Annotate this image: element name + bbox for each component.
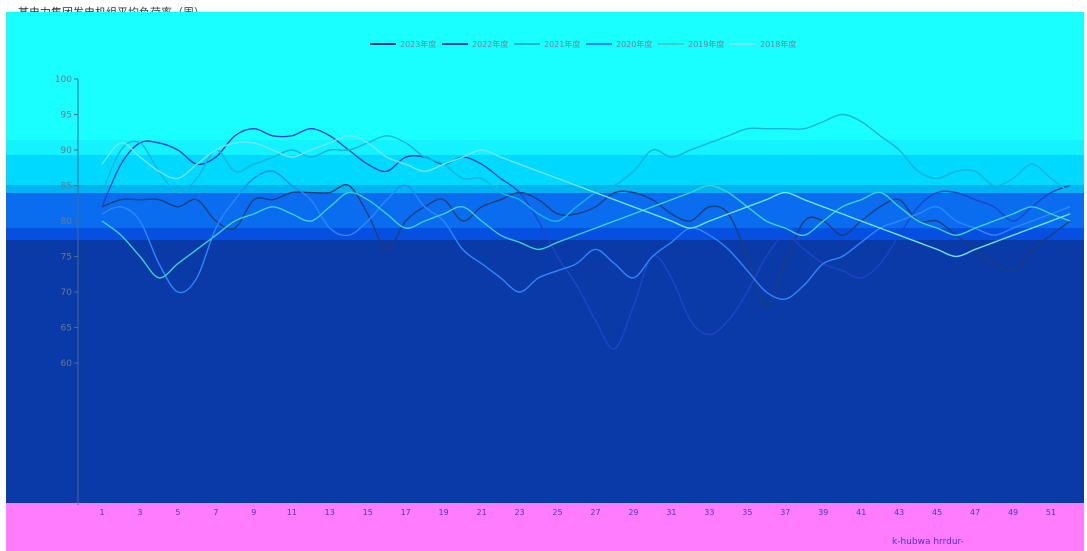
series-line xyxy=(101,170,1071,301)
x-tick-label: 25 xyxy=(552,508,562,517)
legend-label: 2021年度 xyxy=(544,39,580,49)
y-tick-label: 75 xyxy=(61,253,72,263)
background-band xyxy=(6,240,1084,503)
x-tick-label: 41 xyxy=(856,508,866,517)
x-tick-label: 1 xyxy=(99,508,104,517)
legend-label: 2023年度 xyxy=(400,39,436,49)
x-tick-label: 23 xyxy=(514,508,524,517)
x-tick-label: 47 xyxy=(970,508,980,517)
y-tick-label: 80 xyxy=(61,217,73,227)
x-tick-label: 39 xyxy=(818,508,828,517)
x-tick-label: 37 xyxy=(780,508,790,517)
series-line xyxy=(101,184,1071,307)
legend: 2023年度 2022年度 2021年度 2020年度 2019年度 2018年度 xyxy=(370,39,796,49)
legend-label: 2022年度 xyxy=(472,39,508,49)
y-axis: 60 65 70 75 80 85 90 95 100 xyxy=(55,75,79,505)
background-band xyxy=(6,185,1084,193)
series-lines xyxy=(101,113,1071,350)
series-line xyxy=(101,135,1071,258)
background-band xyxy=(6,155,1084,185)
x-axis: 1 3 5 7 9 11 13 15 17 19 21 23 25 27 29 31 33 35 37 39 41 43 4… xyxy=(99,508,1056,517)
y-tick-label: 95 xyxy=(61,111,72,121)
x-tick-label: 15 xyxy=(363,508,373,517)
series-line xyxy=(101,113,1071,222)
x-tick-label: 7 xyxy=(213,508,218,517)
x-tick-label: 11 xyxy=(287,508,297,517)
background-band xyxy=(6,140,1084,155)
y-tick-label: 60 xyxy=(61,359,73,369)
x-tick-label: 45 xyxy=(932,508,942,517)
x-tick-label: 13 xyxy=(325,508,335,517)
legend-label: 2018年度 xyxy=(760,39,796,49)
x-tick-label: 33 xyxy=(704,508,714,517)
x-tick-label: 49 xyxy=(1008,508,1018,517)
y-tick-label: 100 xyxy=(55,75,72,85)
y-tick-label: 65 xyxy=(61,324,72,334)
x-tick-label: 51 xyxy=(1046,508,1056,517)
series-line xyxy=(101,184,1071,279)
x-tick-label: 31 xyxy=(666,508,676,517)
footer-note: k-hubwa hrrdur- xyxy=(892,537,964,547)
x-tick-label: 5 xyxy=(175,508,180,517)
y-tick-label: 85 xyxy=(61,182,72,192)
y-tick-label: 90 xyxy=(61,146,73,156)
x-tick-label: 17 xyxy=(401,508,411,517)
x-tick-label: 19 xyxy=(439,508,449,517)
legend-label: 2020年度 xyxy=(616,39,652,49)
footer-band xyxy=(6,503,1084,551)
background-band xyxy=(6,12,1084,140)
legend-label: 2019年度 xyxy=(688,39,724,49)
background-bands xyxy=(6,12,1084,551)
x-tick-label: 43 xyxy=(894,508,904,517)
x-tick-label: 35 xyxy=(742,508,752,517)
x-tick-label: 9 xyxy=(251,508,256,517)
x-tick-label: 27 xyxy=(590,508,600,517)
series-line xyxy=(101,127,1071,350)
x-tick-label: 3 xyxy=(137,508,142,517)
x-tick-label: 29 xyxy=(628,508,638,517)
y-tick-label: 70 xyxy=(61,288,73,298)
x-tick-label: 21 xyxy=(477,508,487,517)
